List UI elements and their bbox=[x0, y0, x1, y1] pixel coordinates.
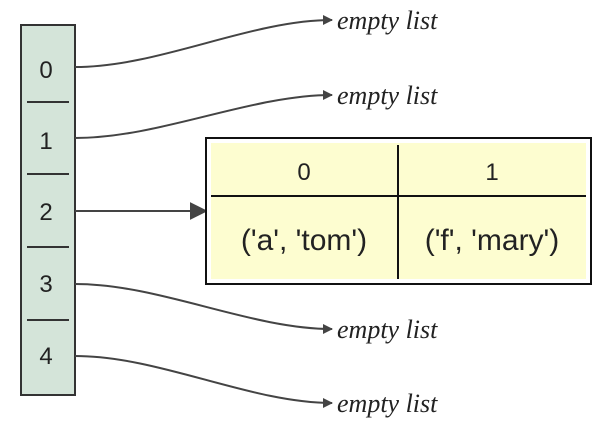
arrow-slot-0 bbox=[74, 15, 333, 68]
arrow-slot-1 bbox=[74, 90, 333, 139]
arrow-slot-3 bbox=[74, 283, 333, 334]
slot-index-1: 1 bbox=[39, 128, 52, 155]
entry-cell-0: ('a', 'tom') bbox=[241, 224, 367, 257]
empty-list-label-1: empty list bbox=[337, 81, 438, 110]
entry-column-header-0: 0 bbox=[297, 159, 310, 186]
bucket-array-box bbox=[20, 24, 76, 396]
bucket-array: 0 1 2 3 4 bbox=[20, 24, 76, 396]
entry-column-header-1: 1 bbox=[485, 159, 498, 186]
empty-list-label-4: empty list bbox=[337, 389, 438, 418]
arrow-slot-4 bbox=[74, 355, 333, 408]
slot-index-2: 2 bbox=[39, 199, 52, 226]
entry-table: 0 1 ('a', 'tom') ('f', 'mary') bbox=[205, 137, 592, 285]
slot-index-4: 4 bbox=[39, 343, 52, 370]
empty-list-label-3: empty list bbox=[337, 315, 438, 344]
entry-cell-1: ('f', 'mary') bbox=[425, 224, 560, 257]
empty-list-label-0: empty list bbox=[337, 6, 438, 35]
pointer-arrows bbox=[74, 15, 333, 408]
slot-index-0: 0 bbox=[39, 57, 52, 84]
slot-index-3: 3 bbox=[39, 271, 52, 298]
